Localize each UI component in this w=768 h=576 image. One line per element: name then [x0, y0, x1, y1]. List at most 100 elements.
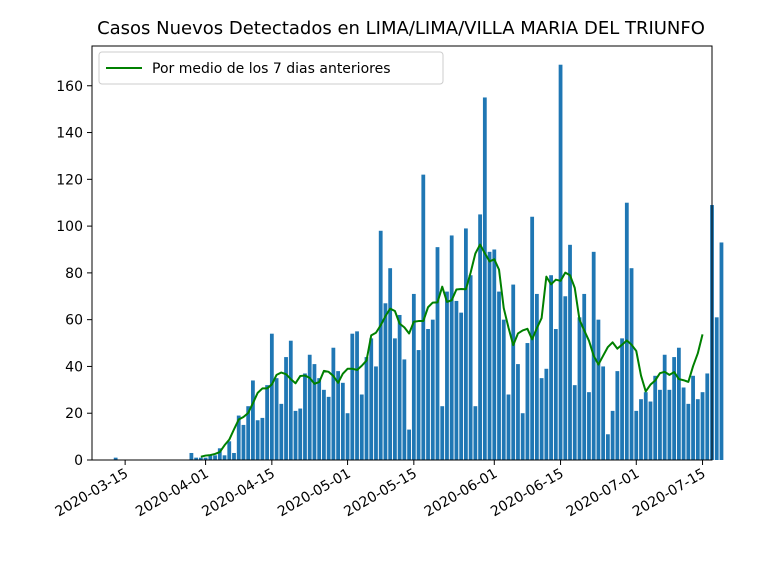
bar	[454, 300, 459, 460]
x-tick-label: 2020-05-15	[341, 466, 419, 521]
bar	[695, 399, 700, 460]
bar	[681, 387, 686, 460]
bar	[255, 420, 260, 460]
bar	[639, 399, 643, 460]
bar	[426, 329, 430, 460]
bar	[388, 268, 393, 460]
x-tick-label: 2020-05-01	[275, 466, 353, 521]
bar	[445, 291, 449, 460]
bar	[667, 389, 672, 460]
bar	[539, 378, 544, 460]
bar	[648, 401, 653, 460]
bar	[208, 455, 213, 460]
x-tick-label: 2020-04-15	[199, 466, 277, 521]
bar	[430, 319, 435, 460]
bar	[653, 375, 658, 460]
x-tick-label: 2020-03-15	[53, 466, 131, 521]
bar	[364, 357, 369, 460]
bar	[227, 441, 232, 460]
series-line-7-day-average	[200, 243, 704, 458]
y-tick-label: 120	[56, 172, 83, 188]
x-tick-label: 2020-04-01	[133, 466, 211, 521]
bar	[558, 64, 563, 461]
bar	[345, 413, 350, 460]
bar	[572, 385, 577, 460]
bar	[246, 406, 251, 460]
bar	[629, 268, 634, 460]
legend-label: Por medio de los 7 dias anteriores	[152, 61, 391, 77]
bar	[189, 452, 194, 460]
bar	[563, 296, 568, 460]
bars	[113, 64, 724, 461]
bar	[464, 228, 468, 460]
bar	[336, 371, 340, 460]
bar	[279, 403, 284, 460]
bar	[293, 410, 298, 460]
bar	[587, 392, 591, 460]
bar	[511, 284, 516, 460]
bar	[274, 378, 279, 460]
bar	[492, 249, 497, 460]
bar	[416, 350, 421, 460]
bar	[601, 366, 606, 460]
y-tick-label: 20	[65, 406, 83, 422]
bar	[340, 382, 345, 460]
bar	[383, 303, 388, 460]
legend: Por medio de los 7 dias anteriores	[98, 51, 444, 85]
plot-frame	[91, 45, 713, 461]
bar	[284, 357, 288, 460]
bar	[577, 317, 582, 460]
bar	[482, 97, 487, 461]
bar	[198, 457, 203, 460]
bar	[582, 293, 587, 460]
bar	[676, 347, 681, 460]
y-tick-label: 40	[65, 359, 83, 375]
bar	[322, 389, 326, 460]
bar	[643, 392, 648, 460]
bar	[719, 242, 724, 460]
legend-box	[98, 51, 444, 85]
bar	[397, 314, 402, 460]
bar	[501, 319, 506, 460]
bar	[241, 424, 246, 460]
x-tick-label: 2020-07-15	[630, 466, 708, 521]
bar	[251, 380, 255, 460]
bar	[634, 410, 639, 460]
bar	[374, 366, 378, 460]
bar	[440, 406, 445, 460]
bar	[605, 434, 610, 460]
bar	[298, 408, 303, 460]
bar	[421, 174, 426, 460]
bar	[265, 385, 270, 460]
bar	[369, 338, 374, 460]
bar	[520, 413, 525, 460]
bar	[350, 333, 355, 460]
bar	[303, 373, 307, 460]
bar	[700, 392, 705, 460]
bar	[549, 275, 553, 460]
bar	[222, 455, 227, 460]
bar	[232, 452, 236, 460]
bar	[449, 235, 454, 460]
bar	[359, 394, 364, 460]
bar	[307, 354, 312, 460]
bar	[658, 389, 662, 460]
bar	[326, 396, 331, 460]
bar	[553, 329, 558, 460]
y-tick-label: 80	[65, 266, 83, 282]
bar	[473, 406, 478, 460]
bar	[411, 293, 416, 460]
y-tick-label: 140	[56, 126, 83, 142]
bar	[525, 343, 530, 460]
bar	[317, 378, 322, 460]
bar	[596, 319, 601, 460]
bar	[236, 415, 241, 460]
y-tick-label: 0	[74, 453, 83, 469]
x-tick-label: 2020-07-01	[564, 466, 642, 521]
bar	[534, 293, 539, 460]
bar	[407, 429, 411, 460]
bar	[672, 357, 677, 460]
bar	[686, 403, 691, 460]
y-tick-label: 160	[56, 79, 83, 95]
